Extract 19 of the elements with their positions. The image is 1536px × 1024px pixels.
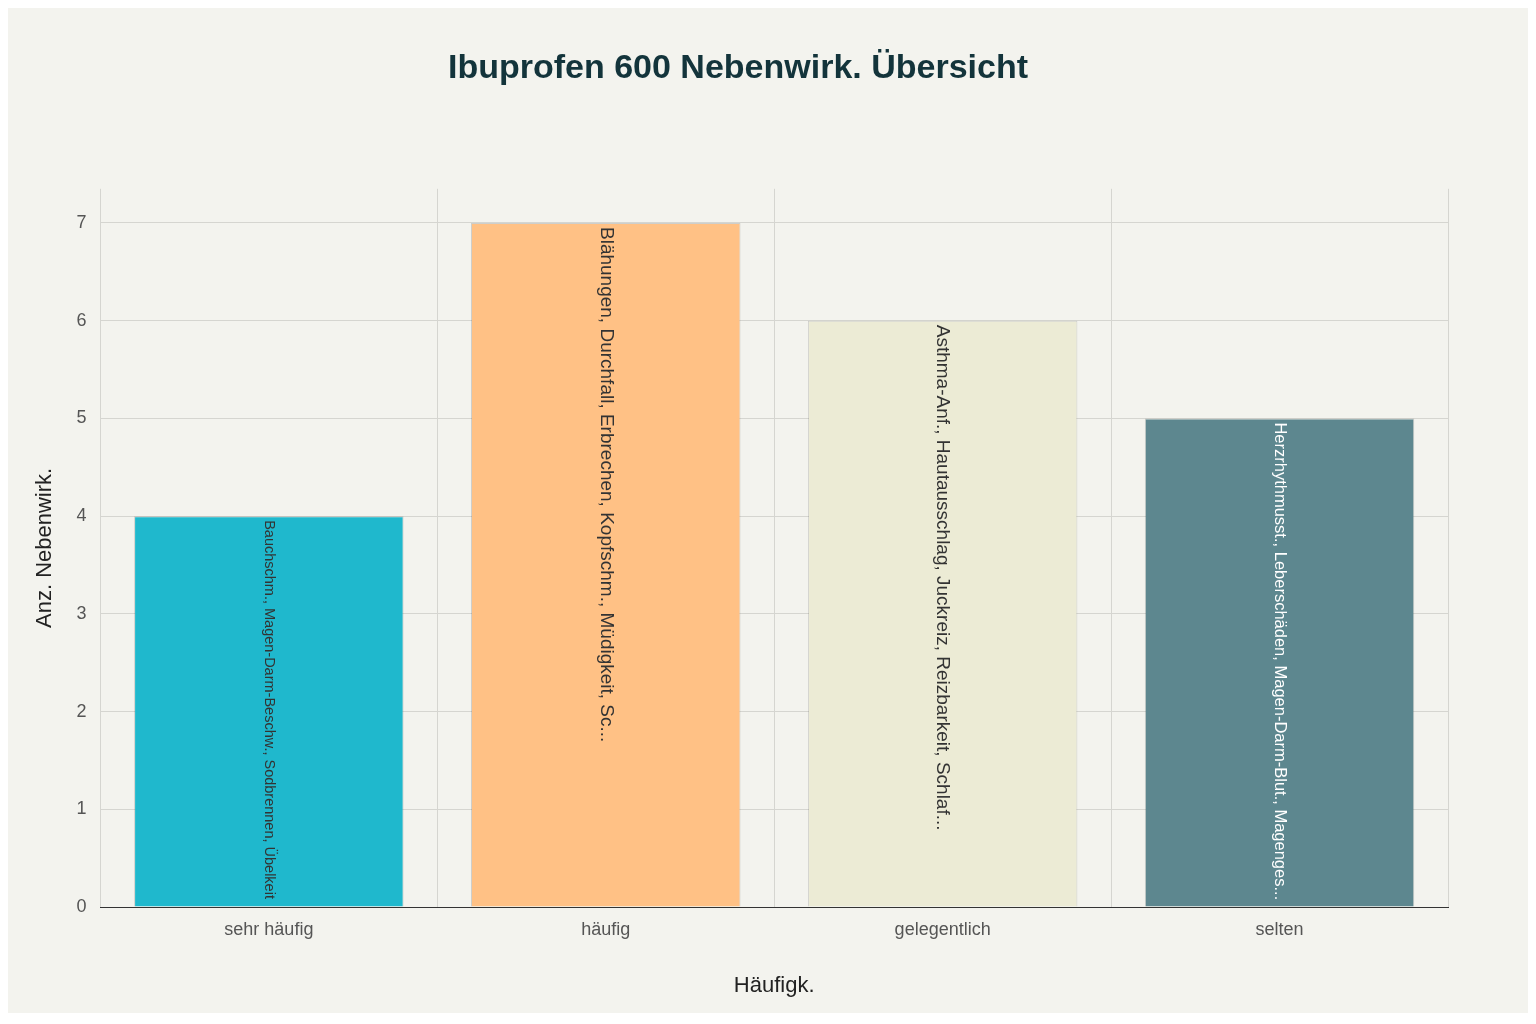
y-tick-label: 7 xyxy=(76,211,87,232)
y-tick-label: 1 xyxy=(76,798,87,819)
data-label: Herzrhythmusst., Leberschäden, Magen-Darm-Blut., Magenges... xyxy=(1272,422,1290,901)
y-tick-label: 6 xyxy=(76,309,87,330)
data-label: Bauchschm., Magen-Darm-Beschw., Sodbrennen, Übelkeit xyxy=(261,520,279,899)
y-tick-label: 3 xyxy=(76,602,87,623)
y-axis-title: Anz. Nebenwirk. xyxy=(31,467,57,628)
y-tick-label: 2 xyxy=(76,700,87,721)
x-tick-label: selten xyxy=(1255,918,1304,939)
x-tick-label: häufig xyxy=(581,918,631,939)
chart-title: Ibuprofen 600 Nebenwirk. Übersicht xyxy=(447,46,1029,85)
x-tick-label: sehr häufig xyxy=(224,918,314,939)
data-label: Blähungen, Durchfall, Erbrechen, Kopfschm., Müdigkeit, Sc... xyxy=(596,227,618,743)
x-tick-label: gelegentlich xyxy=(894,918,991,939)
y-tick-label: 5 xyxy=(76,407,87,428)
y-tick-label: 0 xyxy=(76,895,87,916)
y-tick-label: 4 xyxy=(76,505,87,526)
x-axis-title: Häufigk. xyxy=(733,971,815,997)
data-label: Asthma-Anf., Hautausschlag, Juckreiz, Reizbarkeit, Schlaf... xyxy=(933,324,955,831)
